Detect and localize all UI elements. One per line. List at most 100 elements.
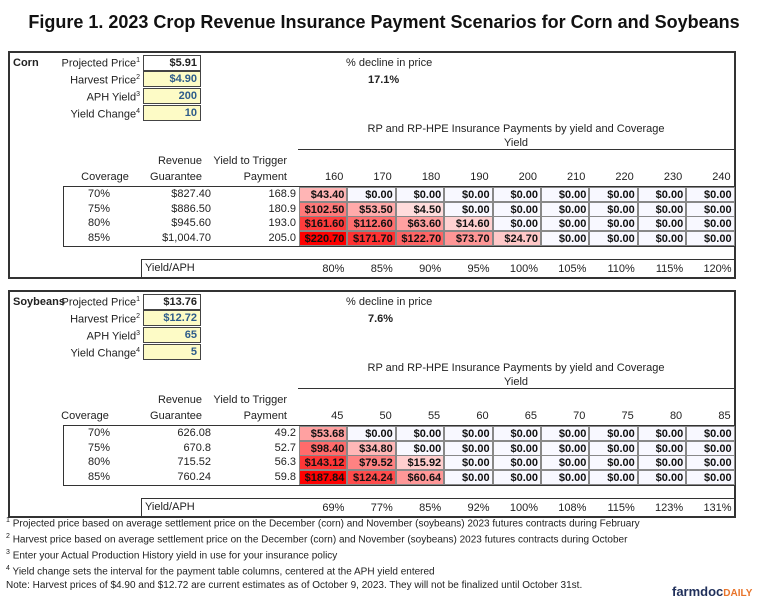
harvest-price-input[interactable]: $4.90 [143, 71, 201, 87]
yield-aph-cell: 92% [467, 502, 490, 514]
payment-cell: $161.60 [299, 216, 348, 231]
payment-cell: $0.00 [444, 455, 493, 470]
yield-column-header: 70 [573, 410, 586, 422]
coverage-cell: 85% [87, 231, 111, 244]
yield-aph-cell: 90% [419, 263, 442, 275]
harvest-price-label: Harvest Price2 [70, 313, 140, 326]
aph-yield-input[interactable]: 65 [143, 327, 201, 343]
yield-column-header: 55 [427, 410, 441, 422]
payment-cell: $15.92 [395, 455, 445, 470]
yield-change-label: Yield Change4 [70, 347, 140, 360]
footnote: 4 Yield change sets the interval for the… [6, 565, 435, 577]
payment-cell: $0.00 [686, 216, 735, 231]
crop-label: Soybeans [13, 296, 65, 308]
footnote: 1 Projected price based on average settl… [6, 517, 640, 529]
payment-cell: $0.00 [541, 440, 590, 456]
yield-aph-cell: 108% [558, 502, 587, 514]
payment-cell: $0.00 [444, 187, 493, 202]
coverage-cell: 80% [87, 217, 111, 229]
yield-trigger-cell: 52.7 [274, 441, 296, 454]
payment-cell: $98.40 [299, 440, 348, 456]
payment-cell: $53.68 [299, 426, 348, 441]
footnote-text: Yield change sets the interval for the p… [12, 566, 435, 578]
figure-title: Figure 1. 2023 Crop Revenue Insurance Pa… [28, 12, 740, 32]
payment-cell: $0.00 [444, 469, 493, 485]
yield-column-header: 45 [331, 410, 344, 422]
yield-aph-cell: 123% [655, 502, 684, 514]
payment-cell: $73.70 [444, 230, 493, 246]
payment-cell: $187.84 [299, 469, 348, 485]
projected-price-label: Projected Price1 [61, 296, 141, 309]
yield-aph-row: Yield/APH 80% 85% 90% 95% 100% 105% 110% 115% 12… [141, 259, 735, 278]
payment-cell: $0.00 [347, 426, 396, 441]
aph-yield-label: APH Yield3 [86, 91, 140, 104]
yield-aph-label: Yield/APH [145, 501, 195, 513]
payment-cell: $0.00 [492, 440, 541, 456]
coverage-cell: 85% [87, 470, 111, 483]
revenue-guarantee-cell: $945.60 [171, 217, 211, 229]
footnote-number: 3 [6, 549, 10, 556]
payment-cell: $0.00 [492, 216, 541, 231]
yield-trigger-cell: 49.2 [274, 427, 296, 439]
yield-change-input[interactable]: 5 [143, 344, 201, 360]
payment-cell: $112.60 [347, 216, 396, 231]
yield-column-header: 220 [615, 171, 634, 183]
yield-column-header: 190 [470, 171, 489, 183]
payment-cell: $0.00 [541, 216, 590, 231]
payment-cell: $0.00 [395, 187, 445, 202]
payment-cell: $0.00 [589, 230, 638, 246]
payment-cell: $0.00 [347, 187, 396, 202]
payment-cell: $122.70 [395, 230, 445, 246]
payment-cell: $0.00 [637, 469, 687, 485]
payment-cell: $63.60 [395, 216, 445, 231]
yield-trigger-cell: 56.3 [274, 456, 296, 468]
yield-change-input[interactable]: 10 [143, 105, 201, 121]
yield-aph-cell: 80% [322, 263, 345, 275]
revenue-header: Revenue [157, 394, 202, 406]
payment-cell: $0.00 [444, 440, 493, 456]
yield-column-header: 85 [718, 410, 731, 422]
revenue-guarantee-cell: 670.8 [183, 441, 211, 454]
payment-cell: $0.00 [686, 426, 735, 441]
yield-trigger-cell: 193.0 [268, 217, 296, 229]
harvest-price-label: Harvest Price2 [70, 74, 140, 87]
payment-cell: $102.50 [299, 201, 348, 217]
payment-cell: $0.00 [686, 440, 735, 456]
yield-aph-cell: 120% [703, 263, 732, 275]
payment-cell: $0.00 [686, 469, 735, 485]
payment-cell: $0.00 [637, 440, 687, 456]
coverage-header: Coverage [81, 171, 129, 183]
crop-section: Corn Projected Price1 Harvest Price2 APH… [8, 51, 736, 279]
payment-cell: $0.00 [492, 187, 541, 202]
footnote-number: 1 [6, 517, 10, 524]
harvest-price-input[interactable]: $12.72 [143, 310, 201, 326]
payment-header: Payment [243, 410, 287, 422]
rp-table-title: RP and RP-HPE Insurance Payments by yiel… [367, 362, 665, 374]
projected-price-value: $13.76 [143, 294, 201, 310]
crop-label: Corn [13, 57, 39, 69]
yield-divider [298, 388, 734, 389]
yield-aph-cell: 95% [467, 263, 490, 275]
payment-cell: $60.64 [395, 469, 445, 485]
payment-cell: $0.00 [637, 201, 687, 217]
footnote: 2 Harvest price based on average settlem… [6, 533, 627, 545]
projected-price-value: $5.91 [143, 55, 201, 71]
payment-cell: $0.00 [686, 230, 735, 246]
farmdoc-daily-logo: farmdocDAILY [672, 584, 753, 599]
payment-cell: $0.00 [637, 216, 687, 231]
payment-cell: $0.00 [492, 426, 541, 441]
aph-yield-input[interactable]: 200 [143, 88, 201, 104]
yield-column-header: 160 [325, 171, 344, 183]
revenue-guarantee-cell: $886.50 [171, 202, 211, 215]
yield-column-header: 240 [712, 171, 731, 183]
yield-trigger-header: Yield to Trigger [213, 155, 287, 167]
payment-cell: $0.00 [589, 440, 638, 456]
payment-cell: $4.50 [395, 201, 445, 217]
payment-cell: $0.00 [686, 187, 735, 202]
revenue-guarantee-cell: 626.08 [177, 427, 211, 439]
footnote-number: 4 [6, 565, 10, 572]
yield-aph-cell: 131% [703, 502, 732, 514]
coverage-cell: 75% [87, 441, 111, 454]
yield-trigger-cell: 180.9 [268, 202, 296, 215]
payment-table: 70% $827.40 168.9 $43.40 $0.00 $0.00 $0.00 $0.0… [63, 186, 736, 247]
